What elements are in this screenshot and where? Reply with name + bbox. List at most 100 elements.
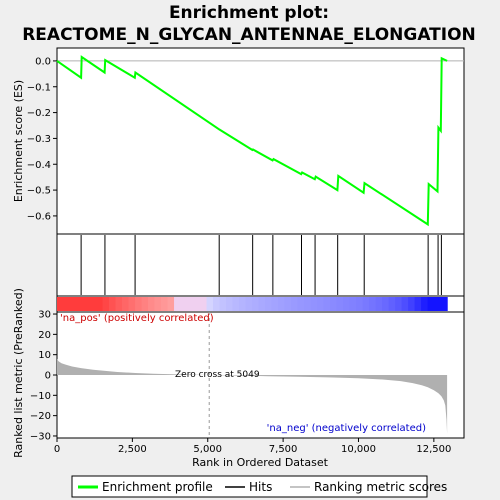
plot-title-line-1: Enrichment plot:: [169, 3, 329, 23]
heatmap-cell: [83, 297, 91, 311]
heatmap-cell: [349, 297, 357, 311]
heatmap-cell: [115, 297, 123, 311]
heatmap-cell: [323, 297, 331, 311]
heatmap-cell: [232, 297, 240, 311]
heatmap-cell: [291, 297, 299, 311]
heatmap-cell: [226, 297, 234, 311]
heatmap-cell: [109, 297, 117, 311]
heatmap-cell: [395, 297, 403, 311]
heatmap-cell: [102, 297, 110, 311]
ranked-metric-fill: [57, 358, 448, 434]
x-tick-label: 5,000: [193, 444, 222, 455]
es-y-axis-label: Enrichment score (ES): [12, 80, 25, 202]
x-tick-label: 2,500: [118, 444, 147, 455]
heatmap-cell: [76, 297, 84, 311]
ranked-metric-area: [57, 312, 448, 438]
hit-markers: [80, 235, 442, 295]
heatmap-cell: [70, 297, 78, 311]
heatmap-cell: [434, 297, 442, 311]
heatmap-cell: [297, 297, 305, 311]
metric-y-axis: 30 20 10 0 −10 −20 −30: [30, 310, 57, 442]
heatmap-cell: [414, 297, 422, 311]
heatmap-cell: [154, 297, 162, 311]
heatmap-cell: [141, 297, 149, 311]
heatmap-cell: [167, 297, 175, 311]
rank-heatmap: [57, 297, 448, 311]
heatmap-cell: [388, 297, 396, 311]
hits-panel: [56, 233, 465, 297]
legend-metric-label: Ranking metric scores: [314, 480, 447, 494]
heatmap-cell: [161, 297, 169, 311]
enrichment-panel: [56, 47, 465, 235]
heatmap-cell: [382, 297, 390, 311]
heatmap-cell: [193, 297, 201, 311]
x-tick-label: 12,500: [416, 444, 451, 455]
zero-cross-label: Zero cross at 5049: [175, 370, 260, 380]
heatmap-cell: [330, 297, 338, 311]
heatmap-cell: [122, 297, 130, 311]
legend-box: [71, 475, 428, 498]
x-tick-label: 0: [54, 444, 60, 455]
heatmap-cell: [427, 297, 435, 311]
metric-y-tick-label: 0: [45, 371, 51, 382]
heatmap-cell: [317, 297, 325, 311]
heatmap-cell: [278, 297, 286, 311]
es-y-tick-label: −0.6: [27, 211, 51, 222]
legend-profile-label: Enrichment profile: [102, 480, 213, 494]
es-y-tick-label: 0.0: [35, 56, 51, 67]
heatmap-cell: [356, 297, 364, 311]
heatmap-cell: [180, 297, 188, 311]
x-tick-label: 7,500: [269, 444, 298, 455]
plot-title-line-2: REACTOME_N_GLYCAN_ANTENNAE_ELONGATION: [22, 25, 476, 45]
heatmap-cell: [206, 297, 214, 311]
rank-x-axis: 0 2,500 5,000 7,500 10,000 12,500: [54, 438, 451, 455]
heatmap-cell: [362, 297, 370, 311]
heatmap-cell: [135, 297, 143, 311]
heatmap-cell: [343, 297, 351, 311]
heatmap-cell: [375, 297, 383, 311]
heatmap-cell: [284, 297, 292, 311]
metric-y-axis-label: Ranked list metric (PreRanked): [12, 288, 25, 458]
heatmap-cell: [174, 297, 182, 311]
es-y-tick-label: −0.4: [27, 160, 51, 171]
metric-y-tick-label: −10: [30, 391, 51, 402]
heatmap-cell: [239, 297, 247, 311]
es-y-tick-label: −0.2: [27, 108, 51, 119]
heatmap-cell: [408, 297, 416, 311]
heatmap-cell: [369, 297, 377, 311]
heatmap-cell: [258, 297, 266, 311]
heatmap-cell: [252, 297, 260, 311]
es-y-tick-label: −0.1: [27, 82, 51, 93]
heatmap-cell: [310, 297, 318, 311]
heatmap-cell: [63, 297, 71, 311]
heatmap-cell: [148, 297, 156, 311]
heatmap-cell: [213, 297, 221, 311]
heatmap-cell: [96, 297, 104, 311]
heatmap-cell: [304, 297, 312, 311]
es-y-tick-label: −0.3: [27, 134, 51, 145]
enrichment-profile-line: [56, 55, 448, 227]
heatmap-cell: [219, 297, 227, 311]
metric-y-tick-label: 10: [38, 350, 51, 361]
heatmap-cell: [245, 297, 253, 311]
heatmap-cell: [336, 297, 344, 311]
x-tick-label: 10,000: [341, 444, 376, 455]
metric-y-tick-label: 30: [38, 310, 51, 321]
positive-correlation-label: 'na_pos' (positively correlated): [60, 313, 214, 324]
heatmap-cell: [57, 297, 65, 311]
heatmap-cell: [265, 297, 273, 311]
heatmap-cell: [200, 297, 208, 311]
x-axis-label: Rank in Ordered Dataset: [192, 456, 329, 469]
heatmap-cell: [440, 297, 448, 311]
es-y-axis: 0.0 −0.1 −0.2 −0.3 −0.4 −0.5 −0.6: [27, 56, 57, 222]
heatmap-cell: [401, 297, 409, 311]
negative-correlation-label: 'na_neg' (negatively correlated): [267, 423, 426, 434]
enrichment-profile: [56, 55, 448, 227]
metric-y-tick-label: −20: [30, 411, 51, 422]
heatmap-cell: [421, 297, 429, 311]
metric-y-tick-label: 20: [38, 330, 51, 341]
heatmap-cell: [89, 297, 97, 311]
legend-hits-label: Hits: [249, 480, 272, 494]
